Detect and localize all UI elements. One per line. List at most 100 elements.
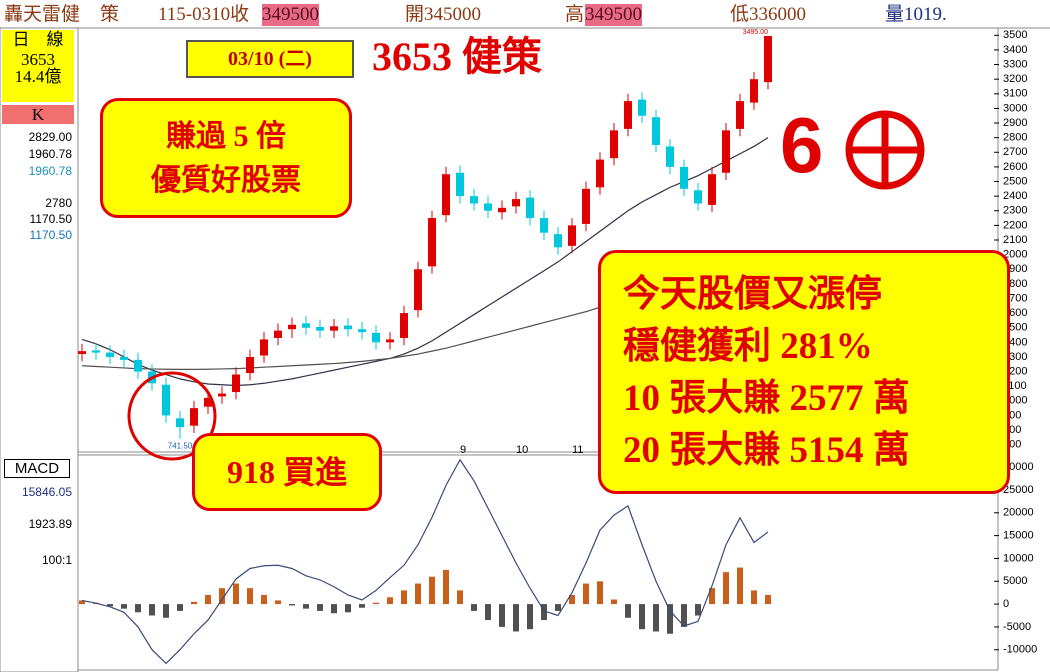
candle-body bbox=[400, 313, 408, 338]
candle-body bbox=[652, 117, 660, 145]
volume: 量1019. bbox=[885, 4, 947, 25]
macd-bar bbox=[275, 600, 281, 605]
macd-bar bbox=[177, 604, 183, 611]
macd-bar bbox=[149, 604, 155, 616]
candle-body bbox=[624, 101, 632, 129]
y-tick-label: 3300 bbox=[1003, 58, 1027, 70]
low-label: 741.50 bbox=[168, 442, 193, 451]
macd-bar bbox=[765, 594, 771, 605]
y-tick-label: 2100 bbox=[1003, 234, 1027, 246]
macd-bar bbox=[695, 604, 701, 616]
macd-bar bbox=[415, 583, 421, 605]
candle-body bbox=[302, 323, 310, 328]
macd-value: 15846.05 bbox=[21, 485, 72, 499]
period: 日 線 bbox=[12, 30, 64, 49]
macd-bar bbox=[191, 601, 197, 605]
macd-bar bbox=[499, 604, 505, 627]
y-tick-label: 20000 bbox=[1003, 507, 1034, 519]
candle-body bbox=[92, 350, 100, 353]
candle-body bbox=[512, 199, 520, 207]
indicator-value: 1960.78 bbox=[28, 164, 72, 178]
macd-bar bbox=[359, 604, 365, 608]
y-tick-label: -5000 bbox=[1003, 621, 1031, 633]
candle-body bbox=[204, 397, 212, 407]
macd-bar bbox=[681, 604, 687, 627]
indicator-value: 2829.00 bbox=[28, 130, 72, 144]
candle-body bbox=[358, 329, 366, 333]
macd-bar bbox=[163, 604, 169, 618]
side-frame bbox=[0, 27, 79, 672]
y-tick-label: 2900 bbox=[1003, 117, 1027, 129]
macd-bar bbox=[751, 590, 757, 605]
candle-body bbox=[554, 234, 562, 248]
amount: 14.4億 bbox=[14, 67, 62, 86]
macd-bar bbox=[219, 588, 225, 605]
y-tick-label: 2400 bbox=[1003, 190, 1027, 202]
macd-frame bbox=[77, 454, 999, 671]
candle-body bbox=[582, 188, 590, 224]
summary-box: 今天股價又漲停 穩健獲利 281% 10 張大賺 2577 萬 20 張大賺 5… bbox=[598, 250, 1010, 494]
candle-body bbox=[596, 159, 604, 188]
candle-body bbox=[260, 339, 268, 356]
macd-bar bbox=[317, 604, 323, 611]
macd-bar bbox=[485, 604, 491, 621]
macd-bar bbox=[471, 604, 477, 611]
macd-bar bbox=[331, 604, 337, 614]
candle-body bbox=[344, 325, 352, 330]
date-box: 03/10 (二) bbox=[186, 40, 354, 78]
macd-bar bbox=[723, 572, 729, 605]
macd-bar bbox=[247, 588, 253, 605]
candle-body bbox=[246, 356, 254, 374]
candle-body bbox=[330, 326, 338, 331]
candle-body bbox=[442, 174, 450, 216]
candle-body bbox=[484, 203, 492, 211]
macd-bar bbox=[737, 567, 743, 605]
y-tick-label: 2500 bbox=[1003, 175, 1027, 187]
macd-bar bbox=[611, 599, 617, 605]
candle-body bbox=[470, 196, 478, 204]
candle-body bbox=[78, 351, 86, 355]
macd-bar bbox=[429, 576, 435, 605]
candle-body bbox=[218, 393, 226, 397]
macd-bar bbox=[387, 597, 393, 605]
y-tick-label: 2300 bbox=[1003, 205, 1027, 217]
low: 低336000 bbox=[730, 4, 807, 25]
stock-name-2: 策 bbox=[100, 4, 120, 25]
y-tick-label: 3200 bbox=[1003, 73, 1027, 85]
macd-label: MACD bbox=[4, 459, 70, 478]
macd-bar bbox=[555, 604, 561, 611]
y-tick-label: 5000 bbox=[1003, 575, 1027, 587]
candle-body bbox=[316, 326, 324, 331]
y-tick-label: 10000 bbox=[1003, 552, 1034, 564]
macd-bar bbox=[79, 600, 85, 605]
candle-body bbox=[666, 146, 674, 167]
macd-value: 100:1 bbox=[41, 553, 72, 567]
macd-bar bbox=[135, 604, 141, 613]
macd-line bbox=[81, 458, 769, 665]
stock-title: 3653 健策 bbox=[372, 34, 542, 79]
count: 6 bbox=[780, 101, 824, 189]
summary-line: 20 張大賺 5154 萬 bbox=[623, 430, 910, 471]
indicator-value: 2780 bbox=[45, 196, 72, 210]
y-tick-label: 3500 bbox=[1003, 29, 1027, 41]
open: 開345000 bbox=[405, 4, 482, 25]
macd-bar bbox=[443, 569, 449, 605]
close: 349500 bbox=[262, 4, 319, 26]
high: 349500 bbox=[585, 4, 642, 26]
macd-bar bbox=[205, 594, 211, 605]
macd-bar bbox=[107, 604, 113, 607]
y-tick-label: 2200 bbox=[1003, 219, 1027, 231]
candle-body bbox=[386, 339, 394, 343]
macd-bar bbox=[513, 604, 519, 632]
y-tick-label: 25000 bbox=[1003, 484, 1034, 496]
macd-bar bbox=[541, 604, 547, 621]
candle-body bbox=[694, 190, 702, 204]
candle-body bbox=[610, 130, 618, 159]
macd-bar bbox=[373, 602, 379, 605]
candle-body bbox=[232, 374, 240, 393]
x-tick-label: 9 bbox=[460, 444, 466, 456]
macd-bar bbox=[401, 590, 407, 605]
y-tick-label: 3000 bbox=[1003, 102, 1027, 114]
macd-bar bbox=[261, 594, 267, 605]
macd-bar bbox=[289, 604, 295, 606]
